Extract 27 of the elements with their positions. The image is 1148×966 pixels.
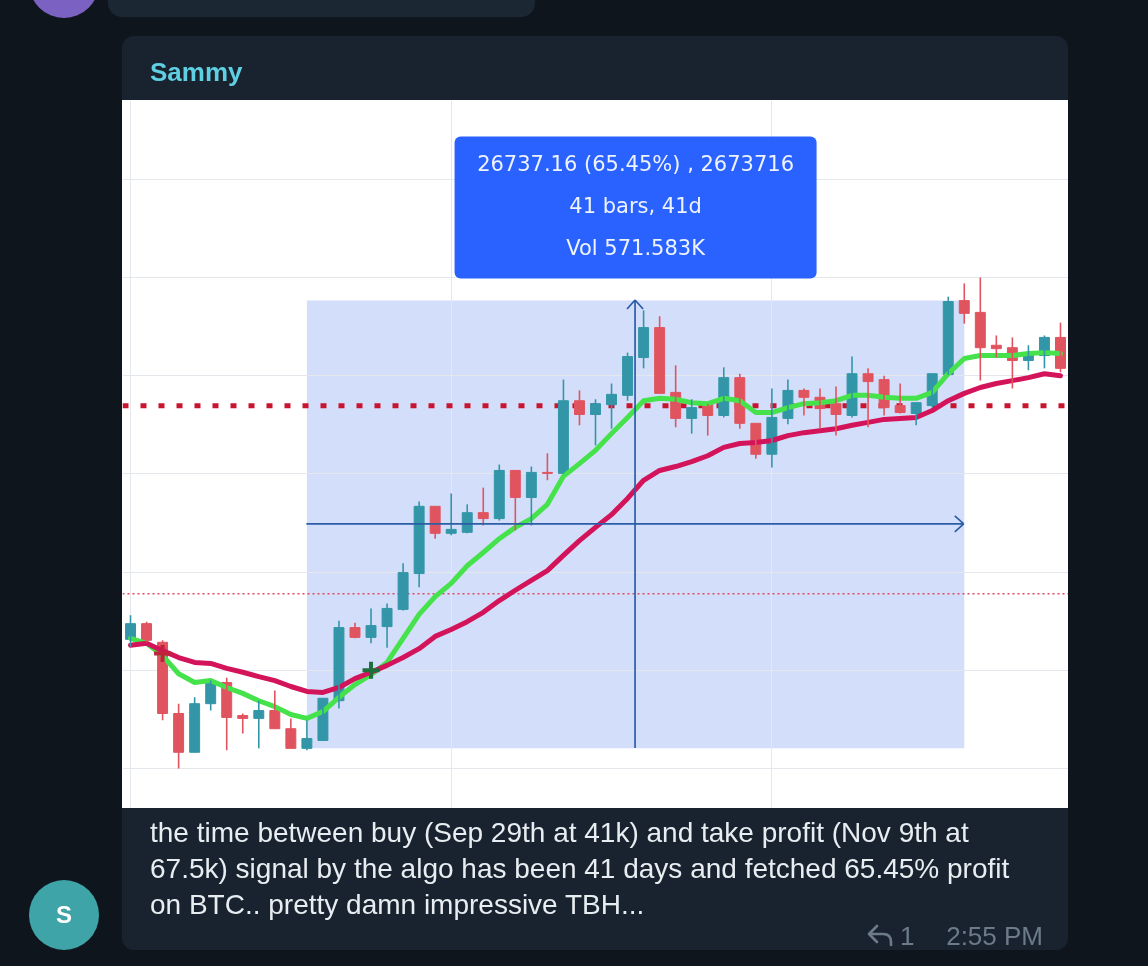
candlestick [974,276,986,382]
text: 41 bars, 41d [569,193,702,218]
candlestick [397,562,409,612]
chart-title: Sammy [150,56,243,89]
candlestick [349,621,361,640]
candlestick [381,602,393,649]
candlestick [654,315,666,395]
candlestick [541,452,553,482]
text: 26737.16 (65.45%) , 2673716 [477,151,795,176]
candlestick [173,702,185,770]
candlestick [590,398,601,447]
candlestick [509,469,521,532]
candlestick [141,620,153,644]
candlestick [638,309,650,370]
text: the time between buy (Sep 29th at 41k) and take profit (Nov 9th at 67.5k) signal by the algo has been 41 days and fetched 65.45% profit on BTC.. pretty damn impressive TBH... [150,817,1010,920]
candlestick [301,719,313,752]
candlestick [189,696,201,754]
candlestick [557,378,569,475]
candlestick [365,607,377,645]
candlestick [830,385,842,437]
candlestick [574,389,585,427]
text: Vol 571.583K [566,235,707,260]
candlestick [862,367,874,429]
text: 1 [900,921,915,951]
text: 2:55 PM [946,921,1043,951]
candlestick [798,387,810,417]
candlestick [622,351,634,402]
